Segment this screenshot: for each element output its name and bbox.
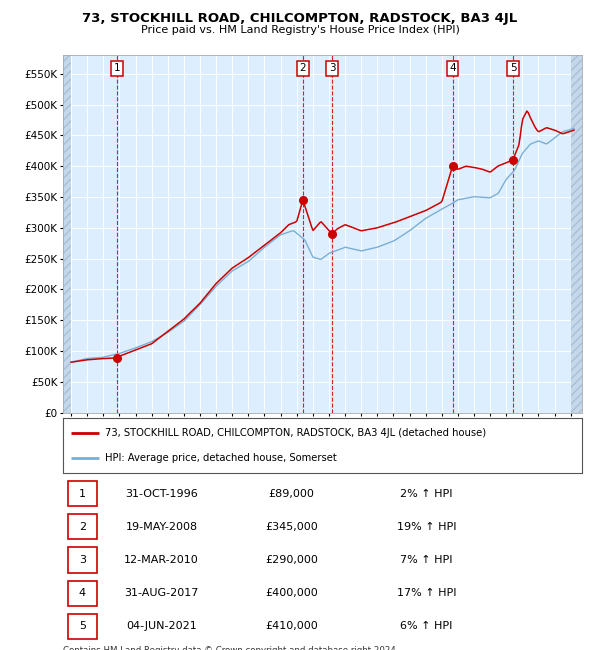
FancyBboxPatch shape (68, 547, 97, 573)
Text: 1: 1 (79, 489, 86, 499)
Text: £290,000: £290,000 (265, 555, 318, 565)
FancyBboxPatch shape (68, 481, 97, 506)
Bar (63, 55, 71, 413)
Text: 7% ↑ HPI: 7% ↑ HPI (400, 555, 452, 565)
FancyBboxPatch shape (68, 580, 97, 606)
Text: 19% ↑ HPI: 19% ↑ HPI (397, 522, 456, 532)
Bar (571, 55, 582, 413)
Text: 31-OCT-1996: 31-OCT-1996 (125, 489, 198, 499)
Text: Price paid vs. HM Land Registry's House Price Index (HPI): Price paid vs. HM Land Registry's House … (140, 25, 460, 34)
Text: 73, STOCKHILL ROAD, CHILCOMPTON, RADSTOCK, BA3 4JL (detached house): 73, STOCKHILL ROAD, CHILCOMPTON, RADSTOC… (104, 428, 485, 438)
Text: £345,000: £345,000 (265, 522, 318, 532)
Text: 4: 4 (449, 63, 456, 73)
Text: 2: 2 (79, 522, 86, 532)
FancyBboxPatch shape (68, 514, 97, 539)
Text: 2: 2 (299, 63, 306, 73)
Text: £410,000: £410,000 (265, 621, 318, 631)
Text: 3: 3 (329, 63, 335, 73)
Text: 73, STOCKHILL ROAD, CHILCOMPTON, RADSTOCK, BA3 4JL: 73, STOCKHILL ROAD, CHILCOMPTON, RADSTOC… (82, 12, 518, 25)
Text: Contains HM Land Registry data © Crown copyright and database right 2024.
This d: Contains HM Land Registry data © Crown c… (63, 646, 398, 650)
Text: 1: 1 (113, 63, 120, 73)
Text: 2% ↑ HPI: 2% ↑ HPI (400, 489, 452, 499)
Text: 19-MAY-2008: 19-MAY-2008 (125, 522, 197, 532)
Text: 5: 5 (510, 63, 517, 73)
Text: 31-AUG-2017: 31-AUG-2017 (124, 588, 199, 598)
Text: 4: 4 (79, 588, 86, 598)
Text: HPI: Average price, detached house, Somerset: HPI: Average price, detached house, Some… (104, 453, 336, 463)
Text: 12-MAR-2010: 12-MAR-2010 (124, 555, 199, 565)
FancyBboxPatch shape (68, 614, 97, 639)
Text: 6% ↑ HPI: 6% ↑ HPI (400, 621, 452, 631)
Text: 5: 5 (79, 621, 86, 631)
Text: 17% ↑ HPI: 17% ↑ HPI (397, 588, 456, 598)
Text: 04-JUN-2021: 04-JUN-2021 (126, 621, 197, 631)
Text: 3: 3 (79, 555, 86, 565)
Text: £400,000: £400,000 (265, 588, 318, 598)
Text: £89,000: £89,000 (268, 489, 314, 499)
